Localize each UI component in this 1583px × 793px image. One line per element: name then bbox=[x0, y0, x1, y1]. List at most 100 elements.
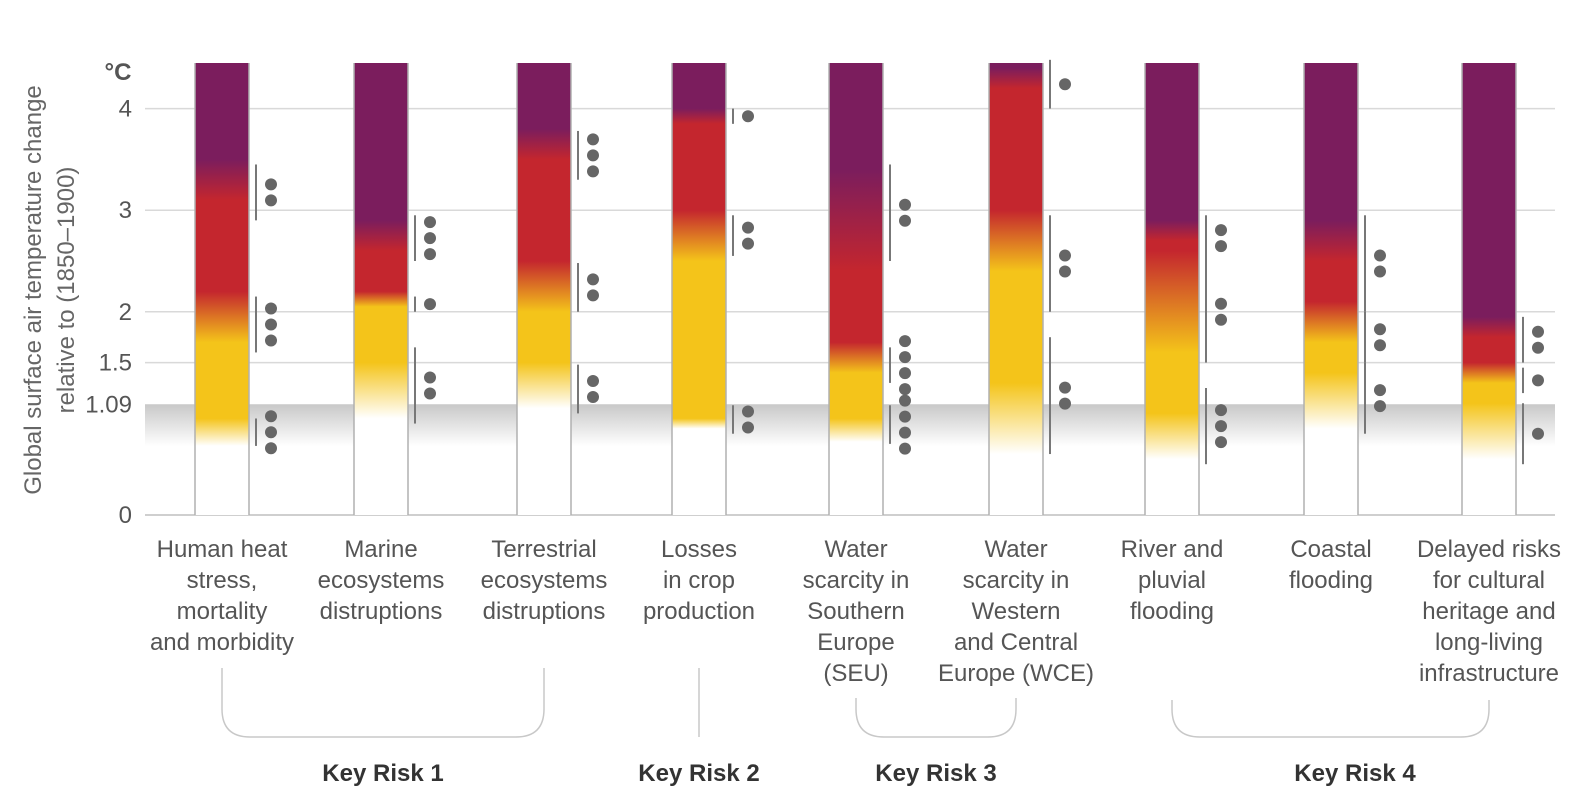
category-label-line: Europe (WCE) bbox=[938, 660, 1094, 687]
category-label-line: (SEU) bbox=[823, 660, 888, 687]
key-risk-bracket bbox=[221, 668, 545, 738]
confidence-dot bbox=[265, 334, 277, 347]
category-label-line: pluvial bbox=[1138, 567, 1206, 594]
confidence-dot bbox=[587, 149, 599, 162]
y-axis: °C Global surface air temperature change… bbox=[20, 59, 132, 529]
confidence-dot bbox=[587, 165, 599, 178]
confidence-dot bbox=[1215, 313, 1227, 326]
confidence-dot bbox=[265, 426, 277, 439]
category-label-line: Losses bbox=[661, 536, 737, 563]
confidence-dot bbox=[1374, 323, 1386, 336]
risk-bar bbox=[195, 63, 249, 515]
confidence-dot bbox=[742, 110, 754, 123]
y-tick-label: 1.5 bbox=[99, 350, 132, 377]
category-label-line: Southern bbox=[807, 598, 904, 625]
category-label-line: Western bbox=[972, 598, 1061, 625]
category-label-line: Coastal bbox=[1290, 536, 1371, 563]
key-risk-groups: Key Risk 1 Key Risk 2 Key Risk 3 Key Risk 4 bbox=[221, 668, 1490, 787]
risk-bar bbox=[1462, 63, 1516, 515]
confidence-dot bbox=[1215, 297, 1227, 310]
key-risk-label: Key Risk 1 bbox=[322, 760, 443, 787]
category-label-line: for cultural bbox=[1433, 567, 1545, 594]
category-label-line: distruptions bbox=[483, 598, 606, 625]
confidence-dot bbox=[1215, 404, 1227, 417]
confidence-dot bbox=[424, 216, 436, 229]
category-label-line: and morbidity bbox=[150, 629, 294, 656]
key-risk-bracket bbox=[855, 698, 1017, 738]
confidence-dot bbox=[899, 214, 911, 227]
category-label-line: and Central bbox=[954, 629, 1078, 656]
confidence-dot bbox=[424, 387, 436, 400]
confidence-dot bbox=[265, 410, 277, 423]
category-label-line: ecosystems bbox=[481, 567, 608, 594]
category-label-line: Terrestrial bbox=[491, 536, 596, 563]
confidence-dot bbox=[1374, 249, 1386, 262]
category-label-line: Water bbox=[824, 536, 887, 563]
confidence-dot bbox=[265, 194, 277, 207]
category-label-line: scarcity in bbox=[963, 567, 1070, 594]
confidence-dot bbox=[1215, 436, 1227, 449]
confidence-dot bbox=[1532, 325, 1544, 338]
confidence-dot bbox=[742, 237, 754, 250]
confidence-dot bbox=[587, 133, 599, 146]
category-label-line: infrastructure bbox=[1419, 660, 1559, 687]
key-risk-label: Key Risk 3 bbox=[875, 760, 996, 787]
confidence-dot bbox=[1059, 78, 1071, 91]
confidence-dot bbox=[742, 221, 754, 234]
risk-bar bbox=[989, 63, 1043, 515]
risk-bar bbox=[829, 63, 883, 515]
confidence-dot bbox=[1059, 381, 1071, 394]
confidence-dot bbox=[1059, 397, 1071, 410]
confidence-dot bbox=[899, 442, 911, 455]
key-risk-label: Key Risk 4 bbox=[1294, 760, 1416, 787]
confidence-dot bbox=[587, 289, 599, 302]
confidence-dot bbox=[424, 248, 436, 261]
y-tick-label: 1.09 bbox=[85, 391, 132, 418]
confidence-dot bbox=[1532, 374, 1544, 387]
confidence-dot bbox=[587, 273, 599, 286]
confidence-dot bbox=[265, 302, 277, 315]
category-label-line: heritage and bbox=[1422, 598, 1555, 625]
y-tick-label: 4 bbox=[119, 96, 132, 123]
category-label-line: ecosystems bbox=[318, 567, 445, 594]
risk-bar bbox=[1145, 63, 1199, 515]
y-axis-label-line-1: Global surface air temperature change bbox=[20, 85, 47, 495]
confidence-dot bbox=[1532, 341, 1544, 354]
category-labels: Human heat stress, mortality and morbidity M… bbox=[150, 536, 1561, 687]
confidence-dot bbox=[899, 383, 911, 396]
category-label-line: Europe bbox=[817, 629, 894, 656]
confidence-dot bbox=[424, 298, 436, 311]
risk-bar bbox=[1304, 63, 1358, 515]
confidence-dot bbox=[1374, 400, 1386, 413]
category-label-line: flooding bbox=[1289, 567, 1373, 594]
y-axis-label-line-2: relative to (1850–1900) bbox=[53, 167, 80, 414]
confidence-dot bbox=[742, 421, 754, 434]
category-label-line: distruptions bbox=[320, 598, 443, 625]
confidence-dot bbox=[1059, 249, 1071, 262]
y-axis-unit: °C bbox=[105, 59, 132, 86]
category-label-line: River and bbox=[1121, 536, 1224, 563]
confidence-markers bbox=[255, 59, 1544, 465]
confidence-dot bbox=[1215, 420, 1227, 433]
category-label-line: Delayed risks bbox=[1417, 536, 1561, 563]
confidence-dot bbox=[1374, 339, 1386, 352]
category-label-line: in crop bbox=[663, 567, 735, 594]
confidence-dot bbox=[899, 335, 911, 348]
confidence-dot bbox=[1215, 224, 1227, 237]
category-label-line: Human heat bbox=[157, 536, 288, 563]
confidence-dot bbox=[899, 410, 911, 423]
confidence-dot bbox=[742, 405, 754, 418]
category-label-line: stress, bbox=[187, 567, 258, 594]
category-label-line: mortality bbox=[177, 598, 268, 625]
confidence-dot bbox=[1374, 384, 1386, 397]
confidence-dot bbox=[265, 442, 277, 455]
category-label-line: scarcity in bbox=[803, 567, 910, 594]
confidence-dot bbox=[1374, 265, 1386, 278]
confidence-dot bbox=[424, 232, 436, 245]
confidence-dot bbox=[899, 198, 911, 211]
category-label-line: flooding bbox=[1130, 598, 1214, 625]
risk-bars bbox=[194, 63, 1517, 515]
category-label-line: Water bbox=[984, 536, 1047, 563]
key-risk-bracket bbox=[1171, 700, 1490, 738]
